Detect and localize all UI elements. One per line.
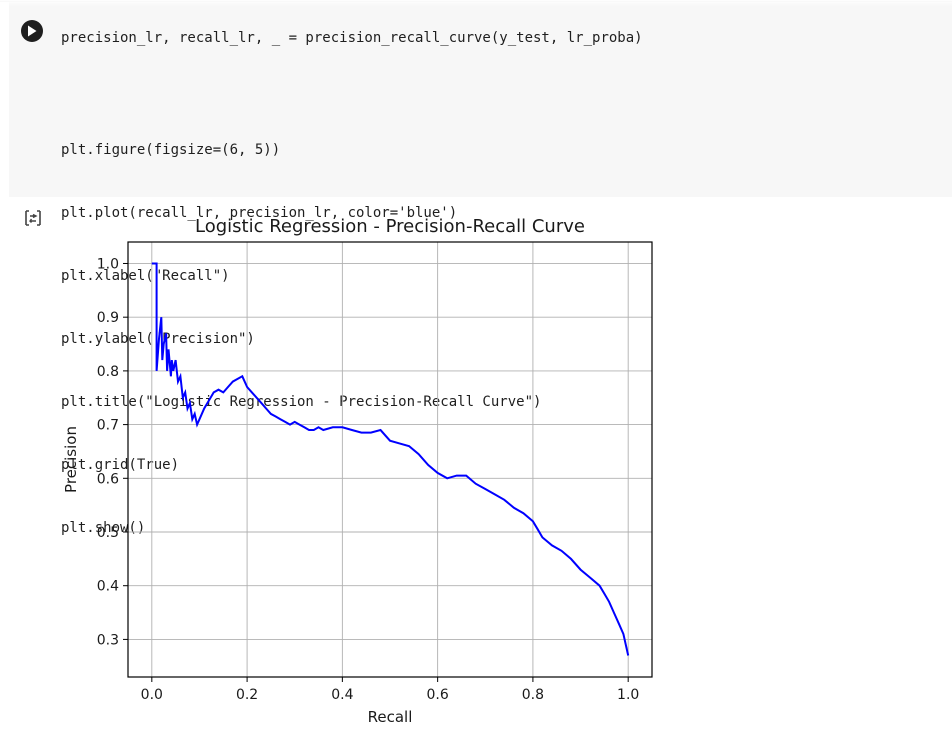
- x-tick-label: 0.0: [141, 687, 163, 703]
- x-tick-label: 0.6: [427, 687, 449, 703]
- x-tick-label: 0.4: [331, 687, 353, 703]
- precision-recall-chart: Logistic Regression - Precision-Recall C…: [62, 216, 653, 726]
- code-line: plt.plot(recall_lr, precision_lr, color=…: [61, 205, 458, 221]
- pr-curve-line: [151, 262, 630, 656]
- code-editor[interactable]: [9, 0, 952, 197]
- grid: [128, 242, 652, 677]
- code-line: plt.figure(figsize=(6, 5)): [61, 142, 281, 158]
- chart-title: Logistic Regression - Precision-Recall C…: [195, 216, 585, 237]
- y-tick-label: 0.4: [97, 579, 119, 595]
- y-tick-label: 0.8: [97, 364, 119, 380]
- y-tick-label: 0.7: [97, 418, 119, 434]
- code-line: plt.grid(True): [61, 457, 180, 473]
- y-tick-label: 0.5: [97, 525, 119, 541]
- play-icon: [28, 25, 37, 37]
- output-toggle-icon[interactable]: [22, 207, 44, 229]
- x-tick-label: 0.8: [522, 687, 544, 703]
- y-tick-label: 1.0: [97, 256, 119, 272]
- run-cell-button[interactable]: [21, 20, 43, 42]
- chart-output: Logistic Regression - Precision-Recall C…: [60, 205, 670, 727]
- x-axis-label: Recall: [368, 708, 413, 726]
- code-line: plt.xlabel("Recall"): [61, 268, 230, 284]
- y-axis-label: Precision: [62, 426, 80, 493]
- axes-frame: [127, 241, 653, 678]
- code-line: plt.ylabel("Precision"): [61, 331, 255, 347]
- code-line-clipped: precision_lr, recall_lr, _ = precision_r…: [61, 30, 643, 46]
- y-tick-label: 0.3: [97, 632, 119, 648]
- x-tick-label: 1.0: [617, 687, 639, 703]
- x-tick-label: 0.2: [236, 687, 258, 703]
- ticks: 0.0 0.2 0.4 0.6 0.8 1.0 0.3 0.4 0.5 0.6 0.7 0.8 0.9 1…: [97, 256, 640, 703]
- y-tick-label: 0.9: [97, 310, 119, 326]
- code-cell[interactable]: precision_lr, recall_lr, _ = precision_r…: [0, 0, 952, 536]
- y-tick-label: 0.6: [97, 471, 119, 487]
- code-lines[interactable]: precision_lr, recall_lr, _ = precision_r…: [61, 0, 643, 581]
- code-line: plt.title("Logistic Regression - Precisi…: [61, 394, 542, 410]
